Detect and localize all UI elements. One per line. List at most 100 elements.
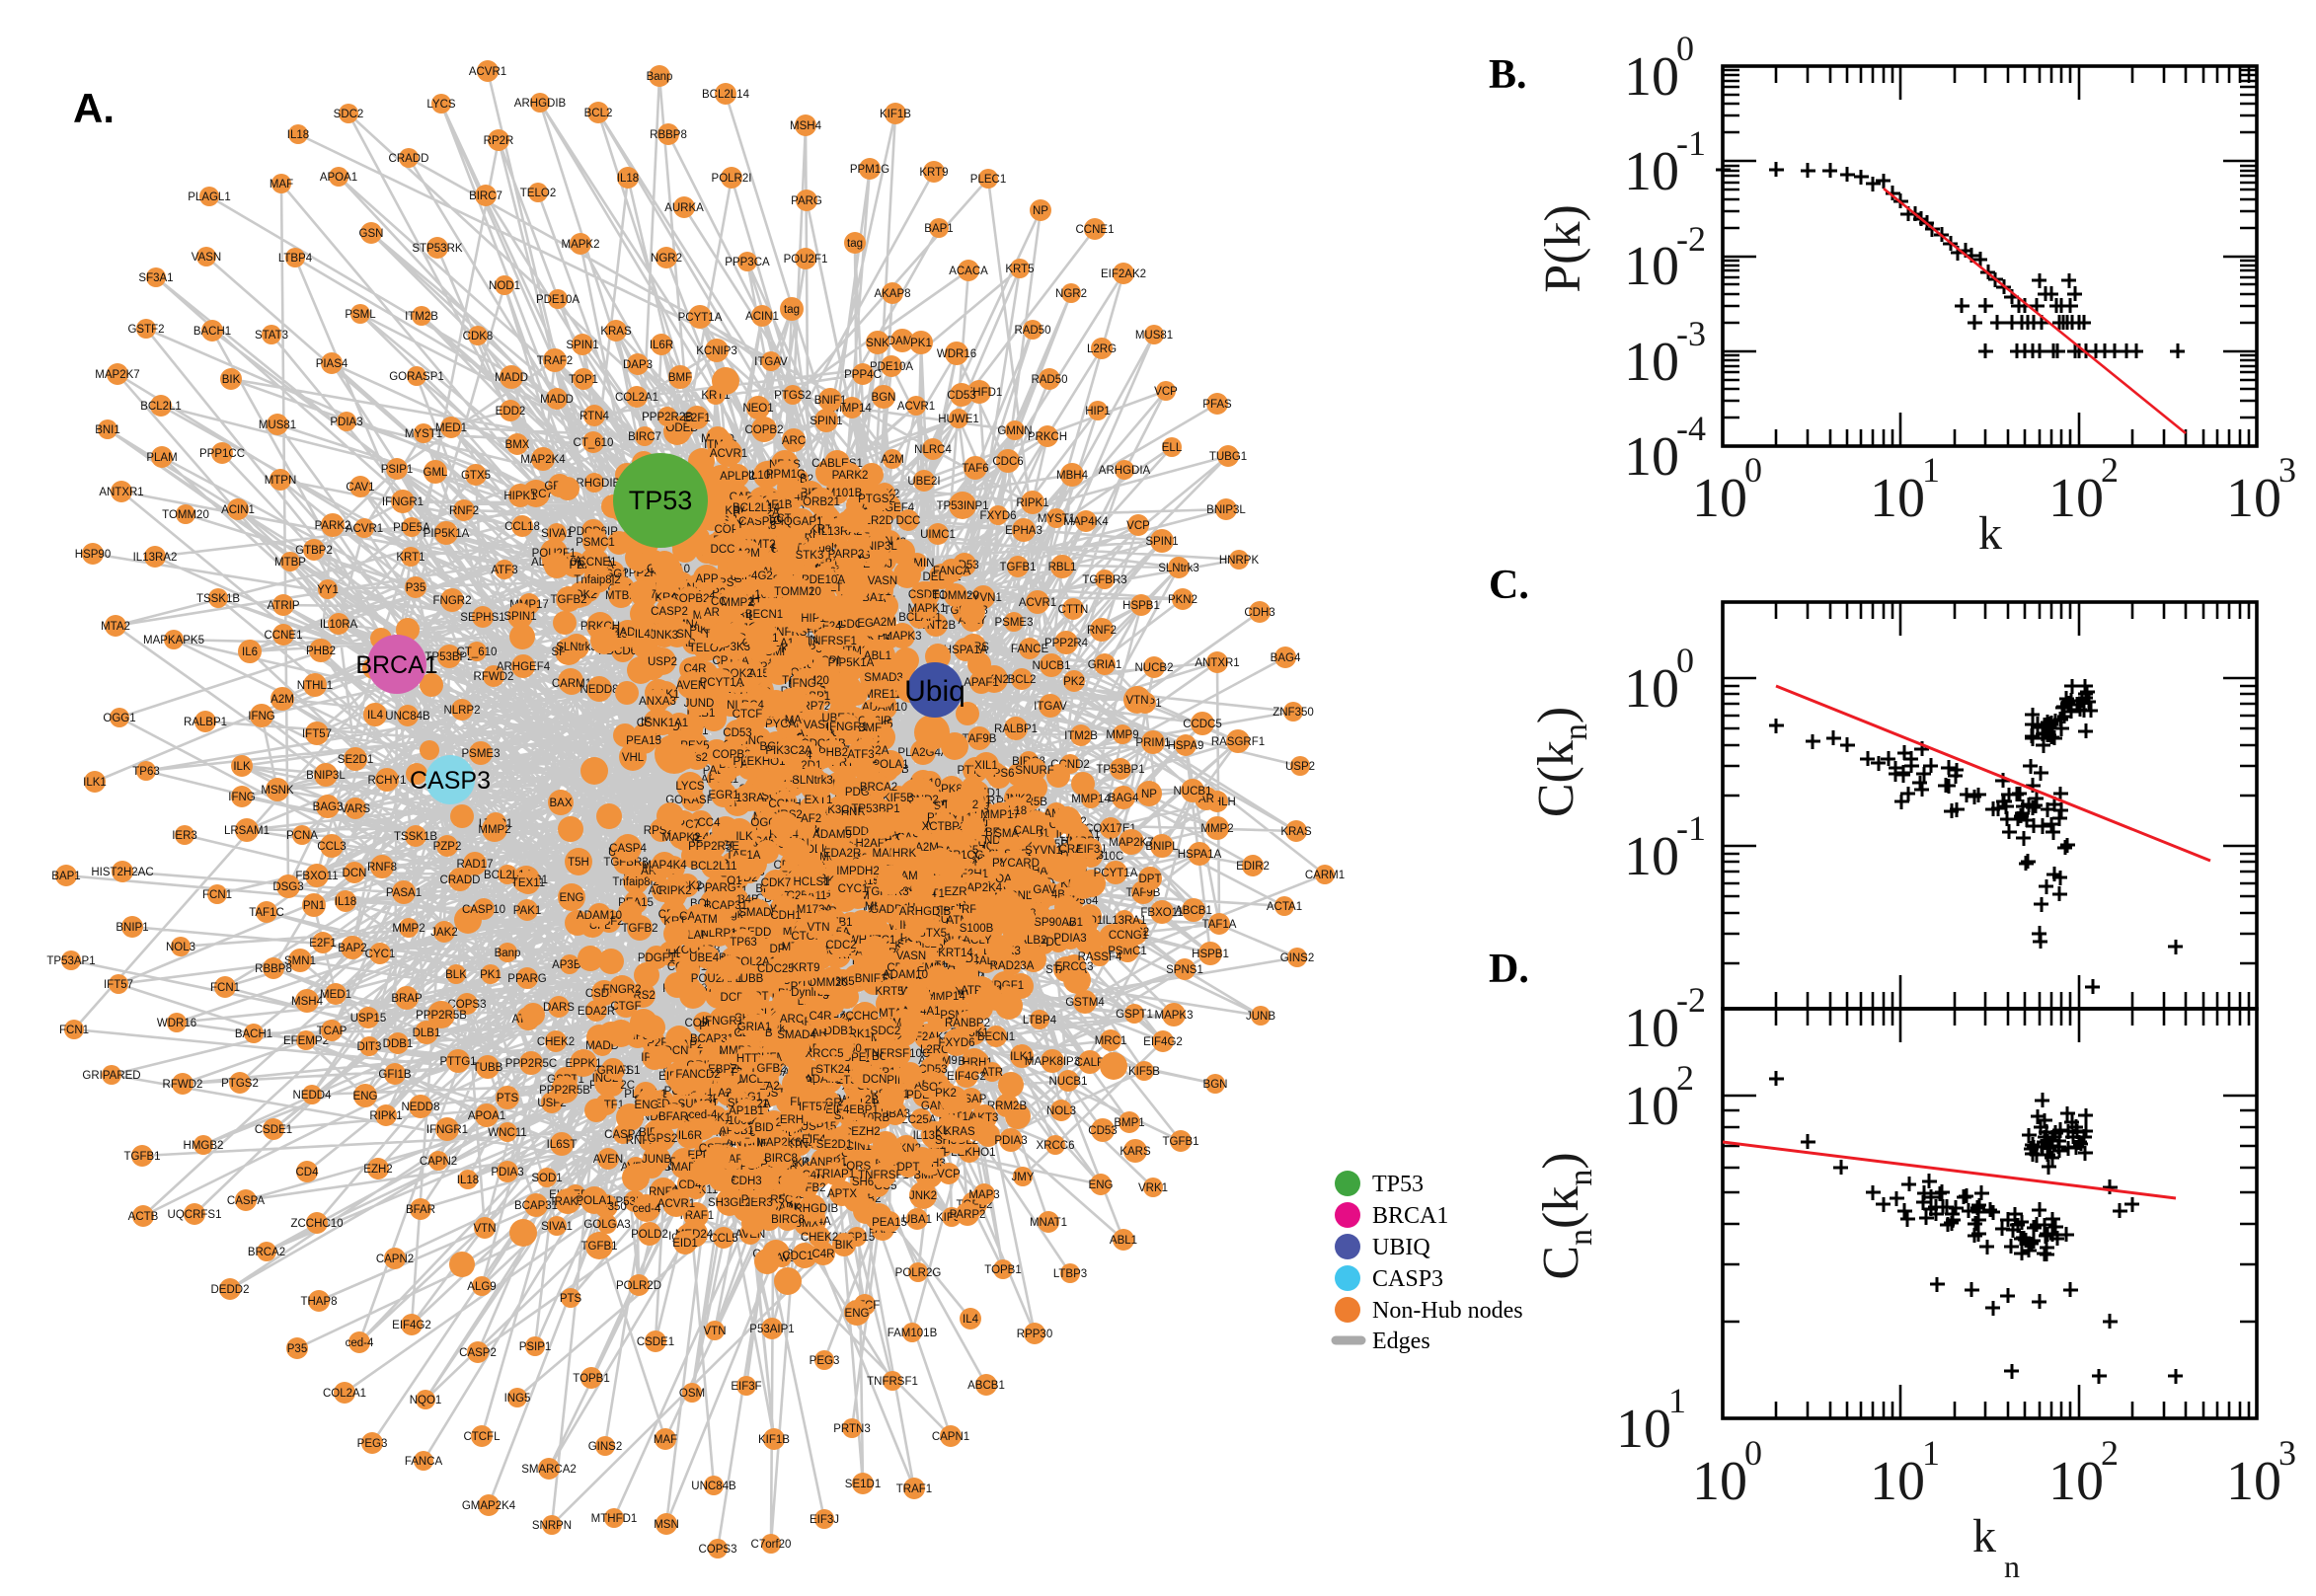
svg-text:GTBP2: GTBP2 <box>295 545 333 557</box>
svg-text:PN1: PN1 <box>303 900 325 912</box>
svg-text:TRAF2: TRAF2 <box>537 355 573 367</box>
svg-text:KIF5B: KIF5B <box>1128 1066 1160 1078</box>
svg-text:SE2D1: SE2D1 <box>816 1139 852 1151</box>
svg-text:0: 0 <box>1744 450 1762 490</box>
svg-text:10: 10 <box>1870 1451 1925 1512</box>
svg-text:RAD17: RAD17 <box>456 859 493 871</box>
svg-text:ACVR1: ACVR1 <box>657 1198 695 1210</box>
svg-text:KRAS: KRAS <box>944 1126 975 1138</box>
svg-text:UIMC1: UIMC1 <box>920 529 956 541</box>
svg-text:FBXO11: FBXO11 <box>295 871 338 882</box>
svg-text:TAF1A: TAF1A <box>1202 919 1237 931</box>
svg-text:tag: tag <box>784 304 800 316</box>
svg-text:A2M: A2M <box>881 454 904 466</box>
svg-text:MBH4: MBH4 <box>1056 470 1089 482</box>
svg-text:ITM2B: ITM2B <box>1064 730 1098 742</box>
svg-text:ATF3: ATF3 <box>491 565 517 576</box>
svg-text:PIK3C2A: PIK3C2A <box>765 745 812 757</box>
svg-text:KRT9: KRT9 <box>919 167 948 179</box>
svg-text:DDB1: DDB1 <box>824 1026 855 1037</box>
svg-text:SMARCA2: SMARCA2 <box>521 1464 577 1476</box>
svg-text:1: 1 <box>1922 1433 1940 1473</box>
svg-text:BLK: BLK <box>445 969 467 981</box>
svg-text:ACVR1: ACVR1 <box>346 523 383 535</box>
svg-text:CAPN1: CAPN1 <box>932 1431 969 1443</box>
svg-text:MADD: MADD <box>540 394 574 406</box>
svg-text:Tnfaip8l2: Tnfaip8l2 <box>574 574 620 586</box>
svg-text:MAPK1: MAPK1 <box>908 603 947 615</box>
svg-text:CTTN: CTTN <box>1058 604 1089 616</box>
svg-text:EIF2AK2: EIF2AK2 <box>1101 268 1146 280</box>
svg-text:IL10RA: IL10RA <box>320 619 358 631</box>
svg-text:BIRC8: BIRC8 <box>764 1153 798 1165</box>
svg-text:HSP90: HSP90 <box>75 549 111 561</box>
svg-text:TRAF1: TRAF1 <box>896 1483 932 1495</box>
svg-text:ACVR1: ACVR1 <box>710 448 747 460</box>
svg-text:ATM: ATM <box>694 914 717 926</box>
svg-text:BNIP1: BNIP1 <box>116 922 148 934</box>
svg-text:MMP2: MMP2 <box>478 824 510 836</box>
svg-text:EGR1: EGR1 <box>708 790 738 801</box>
svg-text:BNIP3L: BNIP3L <box>306 770 346 782</box>
svg-text:MTHFD1: MTHFD1 <box>591 1513 638 1525</box>
svg-text:C4R: C4R <box>811 1249 834 1260</box>
svg-text:BGN: BGN <box>1203 1079 1228 1091</box>
svg-text:TP53: TP53 <box>629 486 693 515</box>
svg-text:PIAS4: PIAS4 <box>316 358 348 370</box>
svg-text:10: 10 <box>2048 468 2104 529</box>
svg-text:BCL2: BCL2 <box>1008 674 1037 686</box>
svg-text:FXYD6: FXYD6 <box>938 1037 974 1049</box>
svg-text:SMN1: SMN1 <box>284 955 316 967</box>
svg-text:TSSK1B: TSSK1B <box>394 831 437 843</box>
svg-text:VARS: VARS <box>341 803 371 815</box>
svg-text:VRK1: VRK1 <box>1138 1182 1168 1194</box>
svg-text:IL18: IL18 <box>617 173 639 185</box>
svg-text:TP53BP1: TP53BP1 <box>1096 764 1144 776</box>
svg-text:EZH2: EZH2 <box>363 1164 392 1176</box>
svg-text:PTGS2: PTGS2 <box>221 1078 259 1090</box>
svg-text:FCN1: FCN1 <box>210 982 240 994</box>
svg-text:PCYT1A: PCYT1A <box>678 312 723 324</box>
svg-text:EIF3J: EIF3J <box>1076 844 1106 856</box>
svg-text:RASGRF1: RASGRF1 <box>1211 736 1265 748</box>
svg-text:RNF2: RNF2 <box>1087 625 1117 637</box>
svg-text:IFNGR1: IFNGR1 <box>826 722 868 733</box>
svg-text:T5H: T5H <box>568 857 589 869</box>
svg-text:MNAT1: MNAT1 <box>1030 1217 1067 1229</box>
svg-text:POU2F1: POU2F1 <box>784 254 828 266</box>
svg-text:MRC1: MRC1 <box>1095 1035 1127 1047</box>
svg-text:PRTN3: PRTN3 <box>833 1423 871 1435</box>
svg-text:EZH2: EZH2 <box>851 1126 880 1138</box>
svg-text:HSPA1A: HSPA1A <box>1178 849 1222 861</box>
svg-text:TNFRSF1: TNFRSF1 <box>867 1376 918 1388</box>
svg-text:VASN: VASN <box>896 950 926 962</box>
svg-text:EDIR2: EDIR2 <box>1236 861 1270 873</box>
svg-text:ENG: ENG <box>845 1308 870 1320</box>
svg-text:WDR16: WDR16 <box>937 348 976 360</box>
svg-text:USP2: USP2 <box>1285 761 1315 773</box>
svg-text:SPIN1: SPIN1 <box>810 416 842 427</box>
svg-text:P35: P35 <box>287 1343 307 1355</box>
svg-text:PPP2R2B: PPP2R2B <box>642 412 693 423</box>
svg-text:IL18: IL18 <box>457 1175 479 1186</box>
svg-text:3: 3 <box>2278 1433 2296 1473</box>
svg-text:CD53: CD53 <box>723 727 751 739</box>
svg-text:GINS2: GINS2 <box>1280 952 1315 964</box>
svg-text:A2M: A2M <box>873 617 896 629</box>
svg-text:FANCA: FANCA <box>405 1456 443 1468</box>
svg-text:MAP2K7: MAP2K7 <box>95 369 139 381</box>
svg-text:VTN: VTN <box>1126 695 1149 707</box>
svg-text:ACTB: ACTB <box>128 1211 159 1223</box>
svg-text:TGFBR3: TGFBR3 <box>1082 574 1126 586</box>
svg-text:TUBG1: TUBG1 <box>1209 451 1247 463</box>
svg-text:HCLS1: HCLS1 <box>793 876 829 888</box>
svg-text:BECN1: BECN1 <box>977 1031 1015 1043</box>
svg-text:A2M: A2M <box>270 694 294 706</box>
svg-text:BMX: BMX <box>505 439 530 451</box>
svg-text:BCL2L11: BCL2L11 <box>690 861 736 873</box>
svg-text:KIF1B: KIF1B <box>880 109 911 120</box>
svg-text:CALR: CALR <box>1014 825 1044 837</box>
svg-text:TP63: TP63 <box>132 766 160 778</box>
svg-text:P(k): P(k) <box>1535 204 1591 293</box>
svg-text:KRAS: KRAS <box>600 326 632 338</box>
